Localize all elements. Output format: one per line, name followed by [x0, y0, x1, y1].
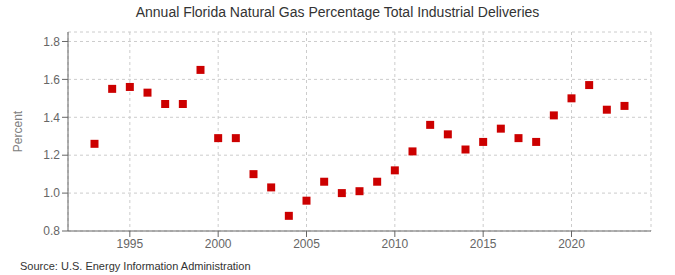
svg-text:1.6: 1.6	[43, 73, 60, 87]
svg-text:1.4: 1.4	[43, 111, 60, 125]
html-text:Annual Florida Natural Gas Per: Annual Florida Natural Gas Percentage To…	[135, 4, 540, 20]
svg-text:0.8: 0.8	[43, 224, 60, 238]
svg-text:1.8: 1.8	[43, 35, 60, 49]
svg-text:1.0: 1.0	[43, 186, 60, 200]
svg-text:2005: 2005	[293, 237, 320, 251]
svg-text:1995: 1995	[116, 237, 143, 251]
svg-text:2015: 2015	[470, 237, 497, 251]
svg-text:Percent: Percent	[11, 110, 25, 152]
svg-text:1.2: 1.2	[43, 148, 60, 162]
svg-text:2020: 2020	[558, 237, 585, 251]
svg-text:2000: 2000	[205, 237, 232, 251]
svg-text:2010: 2010	[381, 237, 408, 251]
html-text:Source: U.S. Energy Informatio: Source: U.S. Energy Information Administ…	[20, 260, 251, 272]
